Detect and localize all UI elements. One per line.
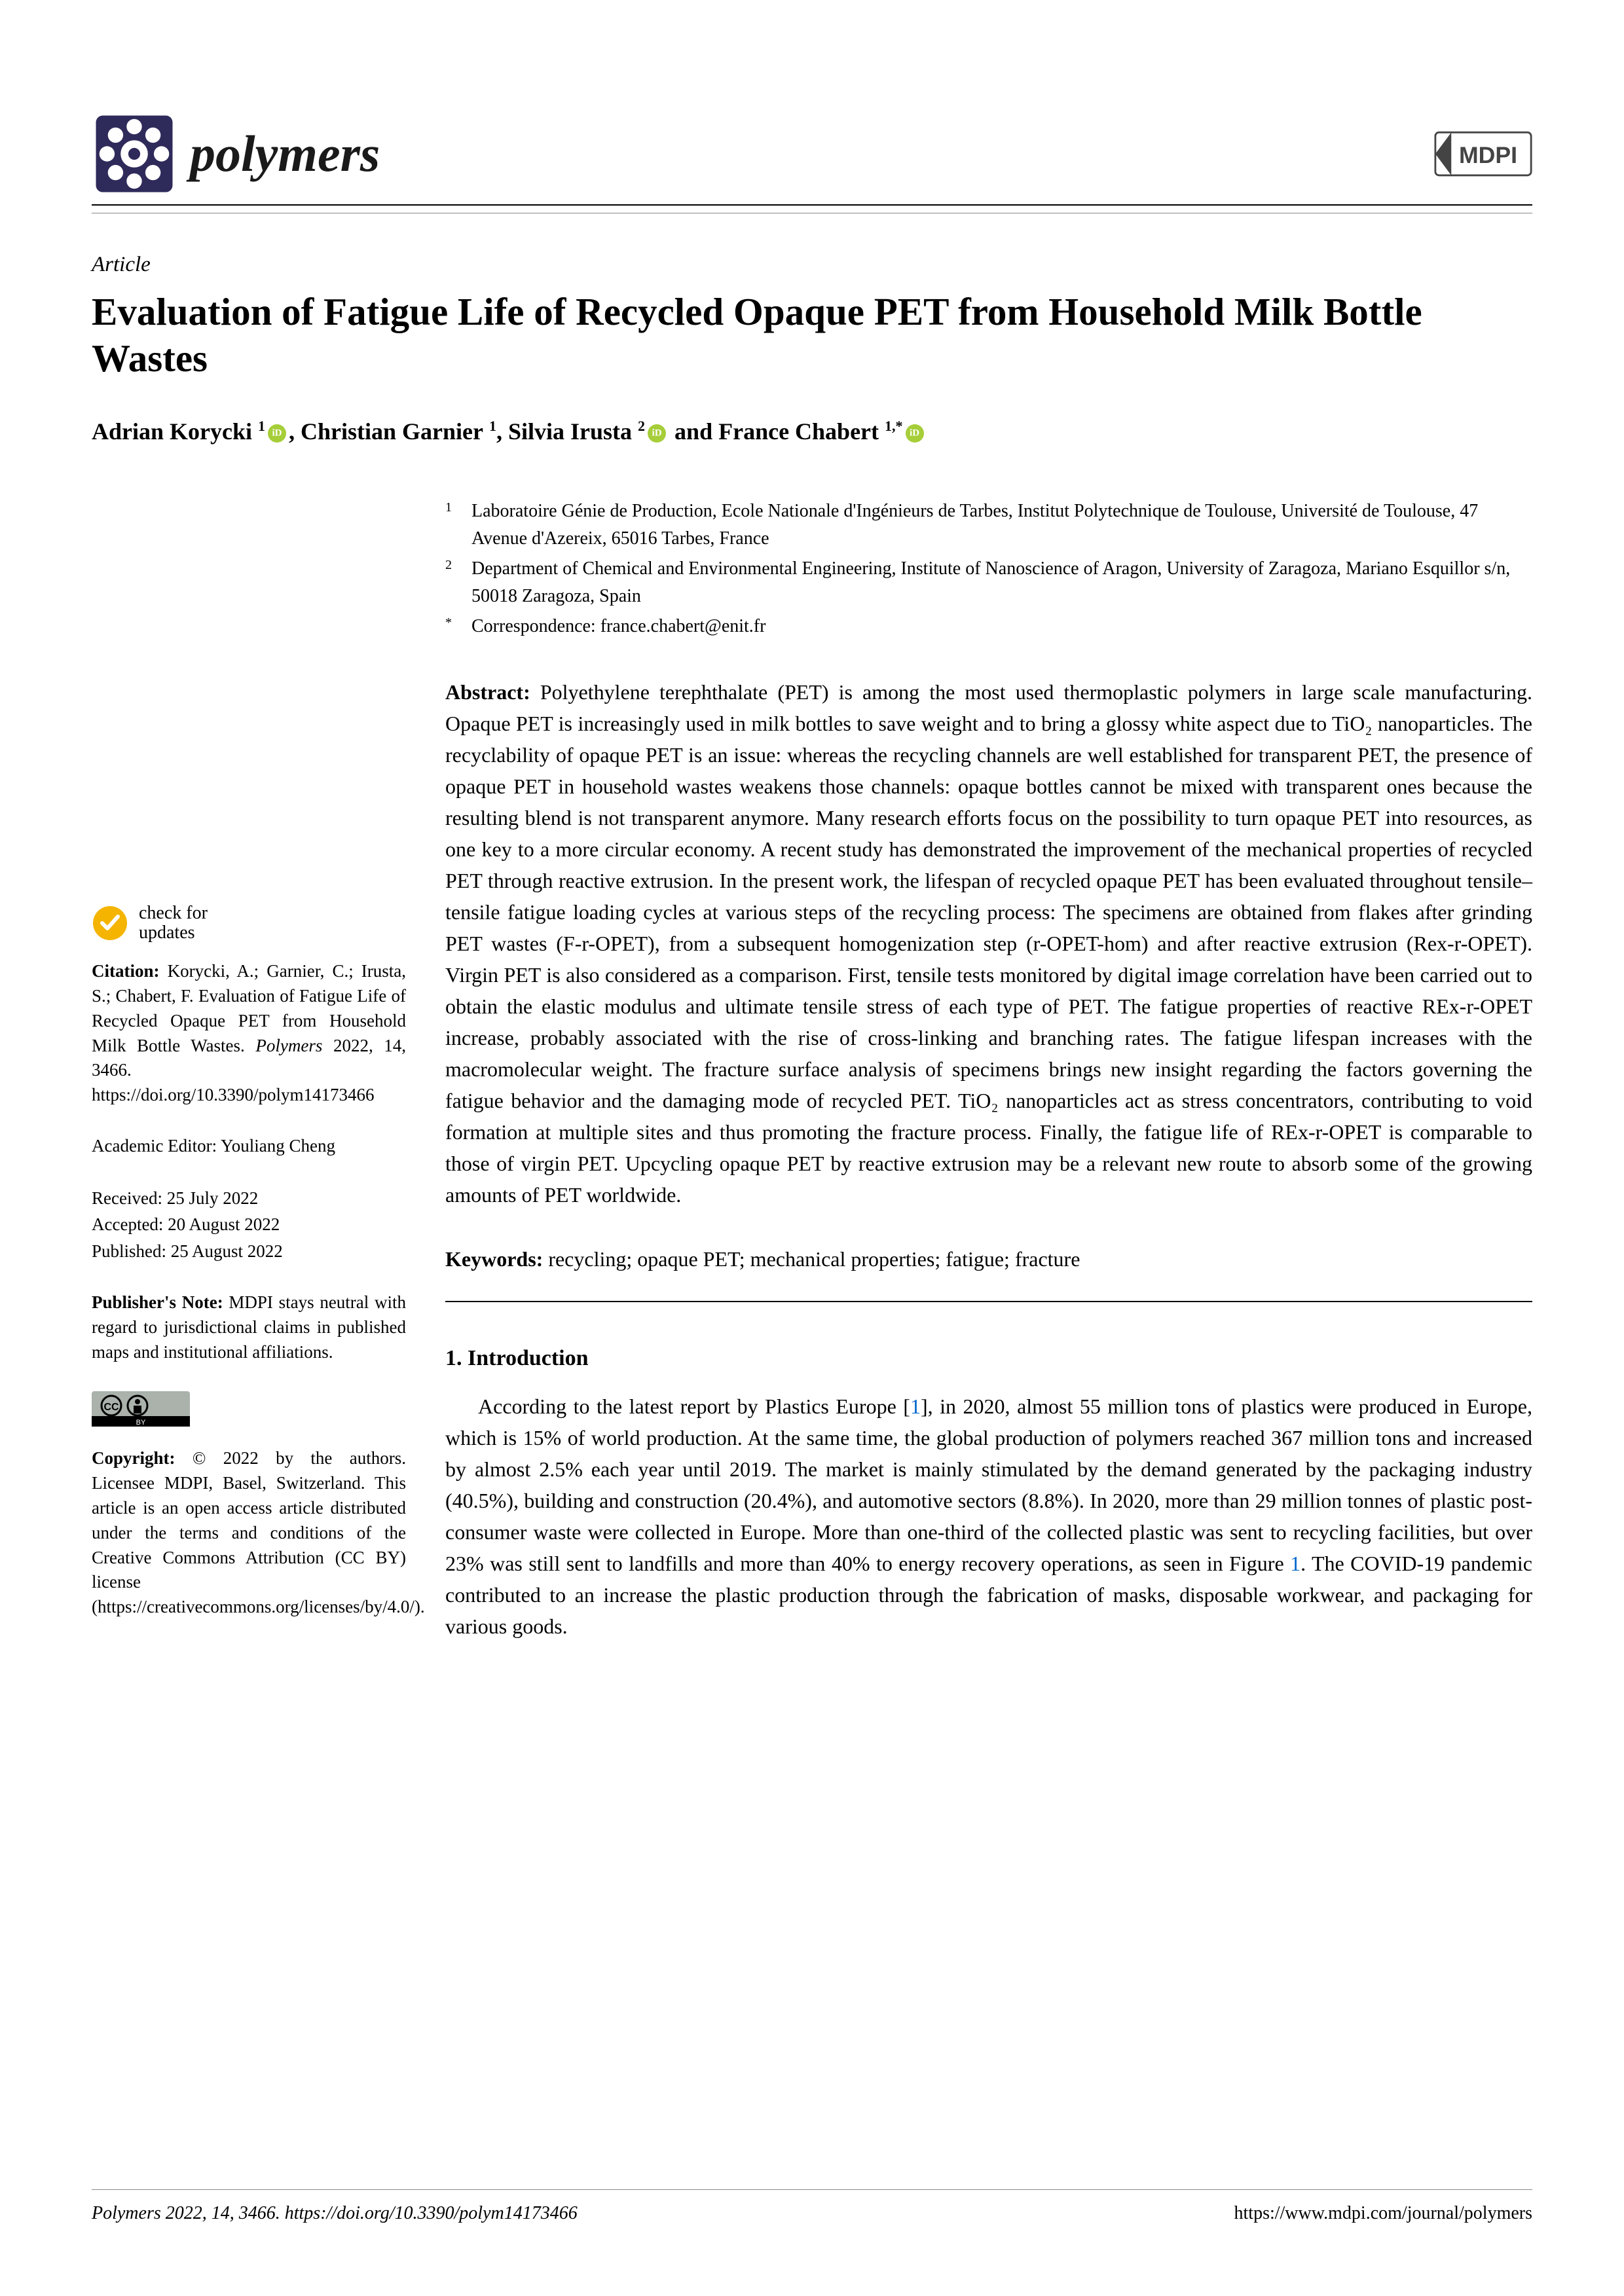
article-title: Evaluation of Fatigue Life of Recycled O… xyxy=(92,289,1532,382)
affiliations: 1Laboratoire Génie de Production, Ecole … xyxy=(445,498,1532,640)
svg-text:MDPI: MDPI xyxy=(1459,142,1517,168)
abstract-label: Abstract: xyxy=(445,680,530,704)
dates-block: Received: 25 July 2022 Accepted: 20 Augu… xyxy=(92,1185,406,1265)
page-header: polymers MDPI xyxy=(92,111,1532,206)
svg-text:BY: BY xyxy=(136,1419,146,1427)
author-1-affil: 1 xyxy=(258,418,265,434)
affiliation-2: Department of Chemical and Environmental… xyxy=(471,555,1532,610)
polymers-logo-icon xyxy=(92,111,177,196)
intro-paragraph: According to the latest report by Plasti… xyxy=(445,1391,1532,1642)
section-rule xyxy=(445,1301,1532,1302)
published-date: Published: 25 August 2022 xyxy=(92,1238,406,1265)
accepted-date: Accepted: 20 August 2022 xyxy=(92,1211,406,1238)
cc-by-badge-icon[interactable]: CC BY xyxy=(92,1391,190,1427)
article-type: Article xyxy=(92,253,1532,277)
keywords-label: Keywords: xyxy=(445,1247,543,1271)
publishers-note: Publisher's Note: MDPI stays neutral wit… xyxy=(92,1290,406,1364)
check-updates-l1: check for xyxy=(139,903,208,924)
affiliation-1: Laboratoire Génie de Production, Ecole N… xyxy=(471,498,1532,553)
pubnote-label: Publisher's Note: xyxy=(92,1292,223,1312)
journal-name: polymers xyxy=(190,124,380,183)
svg-text:CC: CC xyxy=(103,1402,119,1413)
copyright-label: Copyright: xyxy=(92,1448,175,1468)
ref-link-1[interactable]: 1 xyxy=(910,1394,921,1418)
authors-line: Adrian Korycki 1, Christian Garnier 1, S… xyxy=(92,418,1532,445)
editor-name: Youliang Cheng xyxy=(221,1136,335,1156)
citation-block: Citation: Korycki, A.; Garnier, C.; Irus… xyxy=(92,959,406,1108)
fig-link-1[interactable]: 1 xyxy=(1290,1552,1301,1575)
mdpi-logo-icon[interactable]: MDPI xyxy=(1434,124,1532,183)
citation-journal: Polymers xyxy=(255,1036,322,1055)
affil-sup-corr: * xyxy=(445,613,458,640)
author-3-affil: 2 xyxy=(638,418,645,434)
citation-label: Citation: xyxy=(92,961,160,981)
editor-label: Academic Editor: xyxy=(92,1136,217,1156)
author-2: Christian Garnier xyxy=(301,418,483,445)
main-content: 1Laboratoire Génie de Production, Ecole … xyxy=(445,498,1532,1642)
page-footer: Polymers 2022, 14, 3466. https://doi.org… xyxy=(92,2189,1532,2224)
check-updates-l2: updates xyxy=(139,923,208,943)
check-updates-icon xyxy=(92,905,128,941)
and-word: and xyxy=(674,418,712,445)
affil-sup-2: 2 xyxy=(445,555,458,610)
academic-editor: Academic Editor: Youliang Cheng xyxy=(92,1134,406,1159)
affil-sup-1: 1 xyxy=(445,498,458,553)
author-3: Silvia Irusta xyxy=(508,418,632,445)
copyright-text: © 2022 by the authors. Licensee MDPI, Ba… xyxy=(92,1448,425,1616)
author-4: France Chabert xyxy=(718,418,879,445)
author-1: Adrian Korycki xyxy=(92,418,252,445)
footer-right[interactable]: https://www.mdpi.com/journal/polymers xyxy=(1234,2203,1532,2224)
orcid-icon[interactable] xyxy=(648,424,666,443)
intro-text-b: ], in 2020, almost 55 million tons of pl… xyxy=(445,1394,1532,1575)
abstract-text: Polyethylene terephthalate (PET) is amon… xyxy=(445,680,1532,1207)
correspondence: Correspondence: france.chabert@enit.fr xyxy=(471,613,1532,640)
keywords: Keywords: recycling; opaque PET; mechani… xyxy=(445,1243,1532,1275)
footer-left: Polymers 2022, 14, 3466. https://doi.org… xyxy=(92,2203,578,2224)
journal-brand: polymers xyxy=(92,111,380,196)
orcid-icon[interactable] xyxy=(268,424,286,443)
section-1-heading: 1. Introduction xyxy=(445,1341,1532,1375)
copyright-block: Copyright: © 2022 by the authors. Licens… xyxy=(92,1446,406,1620)
received-date: Received: 25 July 2022 xyxy=(92,1185,406,1212)
keywords-text: recycling; opaque PET; mechanical proper… xyxy=(548,1247,1080,1271)
sidebar: check for updates Citation: Korycki, A.;… xyxy=(92,498,406,1642)
author-4-affil: 1,* xyxy=(885,418,903,434)
author-2-affil: 1 xyxy=(489,418,496,434)
abstract: Abstract: Polyethylene terephthalate (PE… xyxy=(445,676,1532,1211)
orcid-icon[interactable] xyxy=(906,424,924,443)
intro-text-a: According to the latest report by Plasti… xyxy=(478,1394,910,1418)
header-rule xyxy=(92,211,1532,213)
check-for-updates[interactable]: check for updates xyxy=(92,903,406,944)
